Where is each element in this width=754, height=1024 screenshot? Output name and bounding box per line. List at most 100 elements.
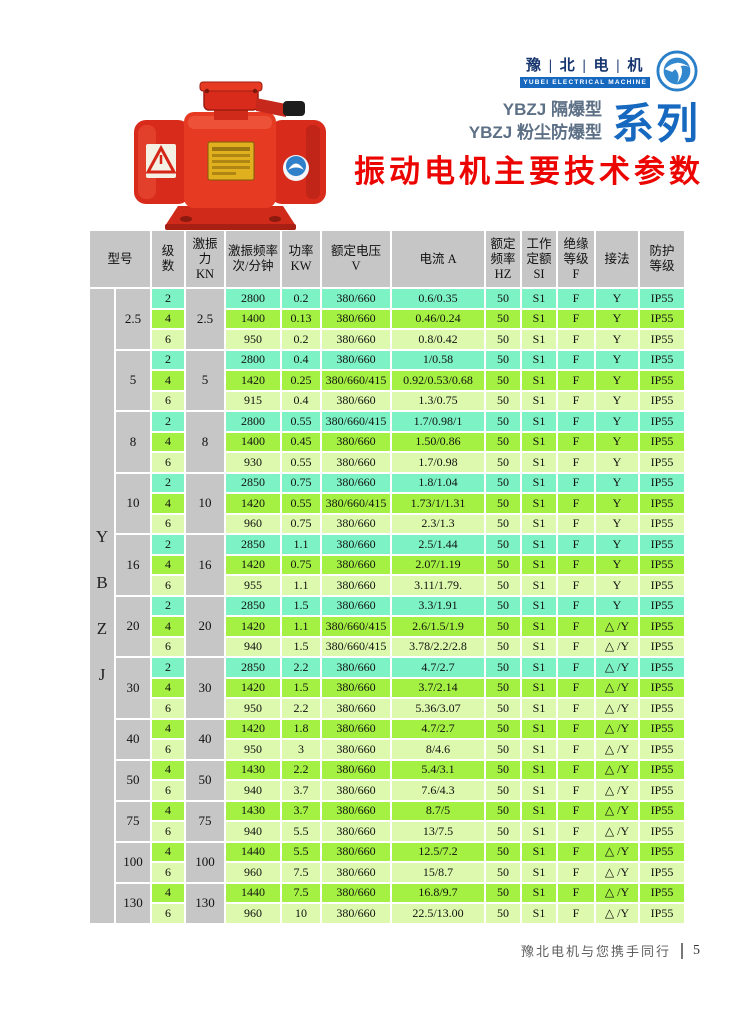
connection-cell: △ /Y [596, 678, 639, 697]
hz-cell: 50 [486, 596, 521, 615]
protection-cell: IP55 [640, 350, 685, 369]
series-lines: YBZJ 隔爆型 YBZJ 粉尘防爆型 [469, 98, 602, 144]
brand-block: 豫 | 北 | 电 | 机 YUBEI ELECTRICAL MACHINE [520, 50, 698, 92]
poles-cell: 4 [152, 432, 185, 451]
force-group-cell: 5 [186, 350, 225, 410]
insulation-cell: F [558, 453, 595, 472]
connection-cell: △ /Y [596, 781, 639, 800]
connection-cell: Y [596, 289, 639, 308]
power-cell: 3.7 [282, 781, 321, 800]
duty-cell: S1 [522, 637, 557, 656]
hz-cell: 50 [486, 617, 521, 636]
insulation-cell: F [558, 781, 595, 800]
frequency-cell: 960 [226, 514, 281, 533]
table-row: 4 1420 1.1 380/660/415 2.6/1.5/1.9 50 S1 F △ /Y I… [90, 617, 685, 636]
hz-cell: 50 [486, 658, 521, 677]
hz-cell: 50 [486, 863, 521, 882]
connection-cell: Y [596, 391, 639, 410]
frequency-cell: 960 [226, 904, 281, 923]
duty-cell: S1 [522, 904, 557, 923]
protection-cell: IP55 [640, 678, 685, 697]
force-group-cell: 2.5 [186, 289, 225, 349]
poles-cell: 6 [152, 863, 185, 882]
brand-name-cn: 豫 | 北 | 电 | 机 [525, 58, 645, 74]
table-row: 4 1420 1.5 380/660 3.7/2.14 50 S1 F △ /Y IP55 [90, 678, 685, 697]
table-row: 40 4 40 1420 1.8 380/660 4.7/2.7 50 S1 F △ /Y IP55 [90, 719, 685, 759]
table-header-row: 型号 级 数 激振 力 KN 激振频率 次/分钟 功率 KW 额定电压 V 电流… [90, 231, 685, 287]
connection-cell: △ /Y [596, 822, 639, 841]
model-group-cell: 50 [116, 760, 151, 800]
poles-cell: 4 [152, 555, 185, 574]
series-label: 系列 [611, 100, 700, 147]
force-group-cell: 40 [186, 719, 225, 759]
poles-cell: 2 [152, 412, 185, 431]
table-row: 6 940 5.5 380/660 13/7.5 50 S1 F △ /Y IP55 [90, 822, 685, 841]
connection-cell: △ /Y [596, 637, 639, 656]
current-cell: 2.07/1.19 [392, 555, 485, 574]
poles-cell: 6 [152, 330, 185, 349]
hz-cell: 50 [486, 678, 521, 697]
voltage-cell: 380/660 [322, 842, 391, 861]
hz-cell: 50 [486, 289, 521, 308]
force-group-cell: 130 [186, 883, 225, 923]
power-cell: 0.75 [282, 473, 321, 492]
connection-cell: △ /Y [596, 863, 639, 882]
insulation-cell: F [558, 719, 595, 738]
table-row: 50 4 50 1430 2.2 380/660 5.4/3.1 50 S1 F △ /Y IP55 [90, 760, 685, 800]
insulation-cell: F [558, 760, 595, 779]
protection-cell: IP55 [640, 719, 685, 738]
current-cell: 5.4/3.1 [392, 760, 485, 779]
frequency-cell: 2800 [226, 412, 281, 431]
protection-cell: IP55 [640, 842, 685, 861]
protection-cell: IP55 [640, 371, 685, 390]
voltage-cell: 380/660 [322, 453, 391, 472]
connection-cell: △ /Y [596, 883, 639, 902]
brand-text: 豫 | 北 | 电 | 机 YUBEI ELECTRICAL MACHINE [520, 50, 650, 88]
model-group-cell: 130 [116, 883, 151, 923]
table-row: 100 4 100 1440 5.5 380/660 12.5/7.2 50 S1 F △ /Y IP… [90, 842, 685, 882]
duty-cell: S1 [522, 514, 557, 533]
insulation-cell: F [558, 822, 595, 841]
duty-cell: S1 [522, 535, 557, 554]
current-cell: 1.7/0.98/1 [392, 412, 485, 431]
frequency-cell: 915 [226, 391, 281, 410]
series-line-2: YBZJ 粉尘防爆型 [468, 122, 602, 142]
insulation-cell: F [558, 330, 595, 349]
frequency-cell: 2800 [226, 289, 281, 308]
motor-product-photo [128, 80, 333, 238]
power-cell: 0.2 [282, 330, 321, 349]
poles-cell: 4 [152, 801, 185, 820]
col-header-insulation: 绝缘 等级 F [558, 231, 595, 287]
voltage-cell: 380/660 [322, 432, 391, 451]
duty-cell: S1 [522, 740, 557, 759]
power-cell: 2.2 [282, 699, 321, 718]
table-row: 4 1420 0.55 380/660/415 1.73/1/1.31 50 S1 F Y IP5… [90, 494, 685, 513]
insulation-cell: F [558, 473, 595, 492]
frequency-cell: 2850 [226, 596, 281, 615]
voltage-cell: 380/660 [322, 309, 391, 328]
poles-cell: 6 [152, 740, 185, 759]
insulation-cell: F [558, 289, 595, 308]
current-cell: 2.6/1.5/1.9 [392, 617, 485, 636]
hz-cell: 50 [486, 719, 521, 738]
poles-cell: 2 [152, 535, 185, 554]
insulation-cell: F [558, 391, 595, 410]
col-header-power: 功率 KW [282, 231, 321, 287]
current-cell: 22.5/13.00 [392, 904, 485, 923]
hz-cell: 50 [486, 350, 521, 369]
table-row: 6 960 10 380/660 22.5/13.00 50 S1 F △ /Y IP55 [90, 904, 685, 923]
col-header-duty: 工作 定额 SI [522, 231, 557, 287]
power-cell: 0.55 [282, 453, 321, 472]
protection-cell: IP55 [640, 863, 685, 882]
col-header-protection: 防护 等级 [640, 231, 685, 287]
poles-cell: 6 [152, 453, 185, 472]
insulation-cell: F [558, 576, 595, 595]
insulation-cell: F [558, 309, 595, 328]
table-row: 6 950 0.2 380/660 0.8/0.42 50 S1 F Y IP55 [90, 330, 685, 349]
voltage-cell: 380/660/415 [322, 637, 391, 656]
voltage-cell: 380/660/415 [322, 494, 391, 513]
connection-cell: △ /Y [596, 904, 639, 923]
duty-cell: S1 [522, 432, 557, 451]
frequency-cell: 955 [226, 576, 281, 595]
